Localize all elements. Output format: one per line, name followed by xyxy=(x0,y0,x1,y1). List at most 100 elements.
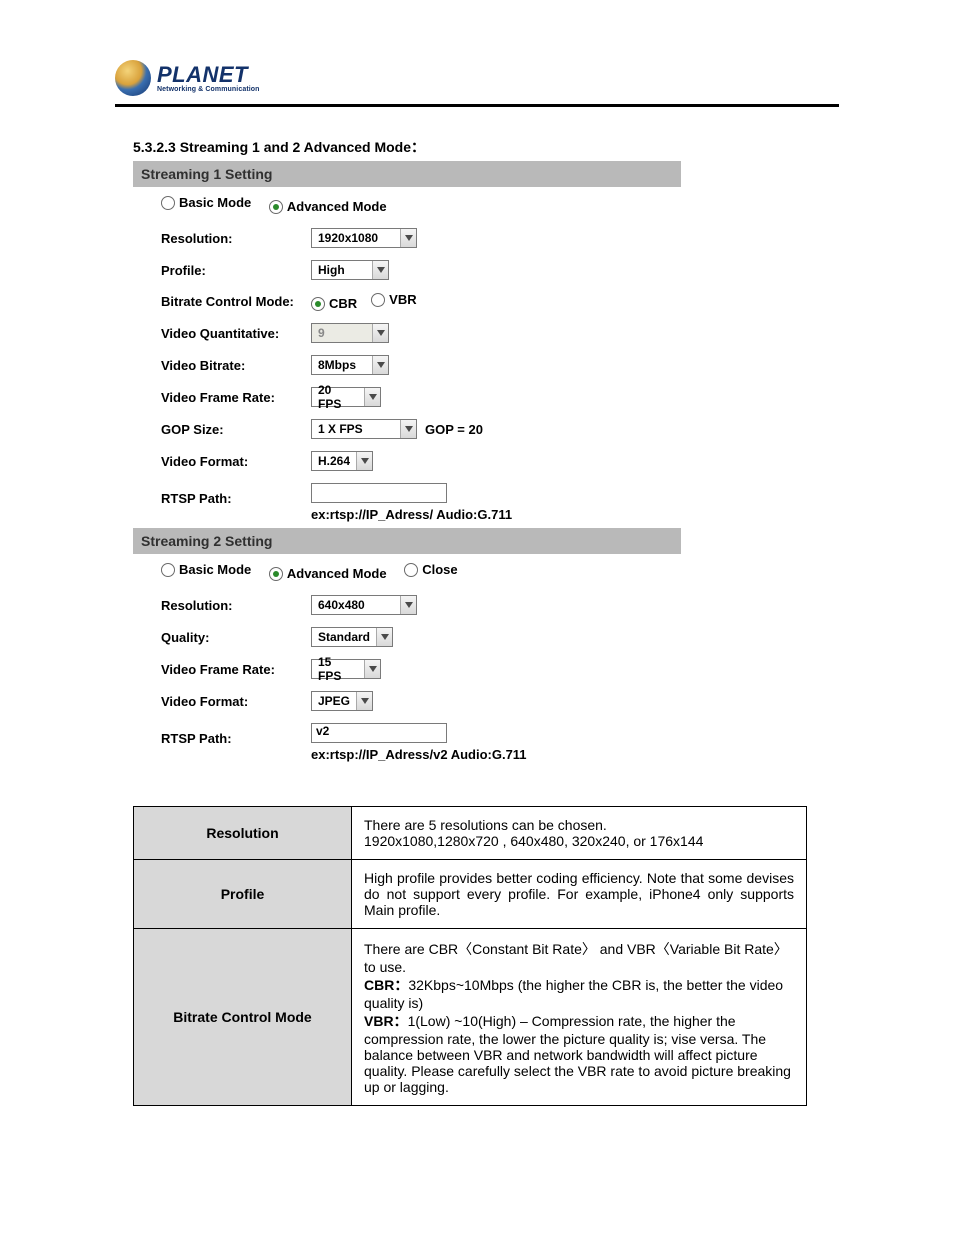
stream1-gop-select[interactable]: 1 X FPS xyxy=(311,419,417,439)
stream1-video-quant-row: Video Quantitative:9 xyxy=(133,317,681,349)
stream2-video-format-select-value: JPEG xyxy=(312,694,356,708)
stream1-gop-field: 1 X FPS GOP = 20 xyxy=(311,419,483,439)
stream2-frame-rate-row: Video Frame Rate:15 FPS xyxy=(133,653,681,685)
stream1-rtsp-input[interactable] xyxy=(311,483,447,503)
stream1-video-format-select-value: H.264 xyxy=(312,454,356,468)
stream1-profile-field: High xyxy=(311,260,389,280)
stream1-video-quant-select-value: 9 xyxy=(312,326,372,340)
chevron-down-icon xyxy=(400,596,416,614)
stream2-frame-rate-field: 15 FPS xyxy=(311,659,381,679)
radio-icon xyxy=(161,196,175,210)
radio-label: Close xyxy=(422,562,457,577)
param-cell: Bitrate Control Mode xyxy=(134,929,352,1106)
table-row: ResolutionThere are 5 resolutions can be… xyxy=(134,807,807,860)
stream1-profile-row: Profile:High xyxy=(133,254,681,286)
stream1-gop-select-value: 1 X FPS xyxy=(312,422,400,436)
stream1-advanced-mode-radio[interactable]: Advanced Mode xyxy=(269,199,387,214)
stream1-resolution-select-value: 1920x1080 xyxy=(312,231,400,245)
chevron-down-icon xyxy=(400,229,416,247)
stream1-video-bitrate-select[interactable]: 8Mbps xyxy=(311,355,389,375)
stream2-video-format-label: Video Format: xyxy=(161,694,311,709)
page-header: PLANET Networking & Communication xyxy=(115,60,839,107)
chevron-down-icon xyxy=(356,452,372,470)
stream1-video-quant-select: 9 xyxy=(311,323,389,343)
description-table: ResolutionThere are 5 resolutions can be… xyxy=(133,806,807,1106)
stream1-resolution-select[interactable]: 1920x1080 xyxy=(311,228,417,248)
radio-icon xyxy=(269,567,283,581)
stream1-frame-rate-label: Video Frame Rate: xyxy=(161,390,311,405)
stream2-video-format-row: Video Format:JPEG xyxy=(133,685,681,717)
chevron-down-icon xyxy=(364,660,380,678)
streaming-2-heading: Streaming 2 Setting xyxy=(133,528,681,554)
stream2-quality-select[interactable]: Standard xyxy=(311,627,393,647)
stream2-video-format-select[interactable]: JPEG xyxy=(311,691,373,711)
desc-cell: There are 5 resolutions can be chosen.19… xyxy=(352,807,807,860)
stream1-video-bitrate-field: 8Mbps xyxy=(311,355,389,375)
logo-sub: Networking & Communication xyxy=(157,86,260,93)
stream2-advanced-mode-radio[interactable]: Advanced Mode xyxy=(269,566,387,581)
stream1-video-format-row: Video Format:H.264 xyxy=(133,445,681,477)
stream1-cbr-radio[interactable]: CBR xyxy=(311,296,357,311)
stream1-video-format-field: H.264 xyxy=(311,451,373,471)
stream2-resolution-select[interactable]: 640x480 xyxy=(311,595,417,615)
stream2-frame-rate-select-value: 15 FPS xyxy=(312,655,364,683)
stream1-gop-row: GOP Size:1 X FPS GOP = 20 xyxy=(133,413,681,445)
logo-main: PLANET xyxy=(157,64,260,86)
stream1-bitrate-mode-label: Bitrate Control Mode: xyxy=(161,294,311,309)
stream2-resolution-select-value: 640x480 xyxy=(312,598,400,612)
table-row: ProfileHigh profile provides better codi… xyxy=(134,860,807,929)
desc-cell: There are CBR〈Constant Bit Rate〉 and VBR… xyxy=(352,929,807,1106)
stream1-mode-row: Basic Mode Advanced Mode xyxy=(133,187,681,222)
chevron-down-icon xyxy=(372,356,388,374)
stream1-video-quant-label: Video Quantitative: xyxy=(161,326,311,341)
radio-label: Basic Mode xyxy=(179,195,251,210)
stream1-bitrate-mode-field: CBR VBR xyxy=(311,292,431,311)
stream1-basic-mode-radio[interactable]: Basic Mode xyxy=(161,195,251,210)
chevron-down-icon xyxy=(376,628,392,646)
stream1-rtsp-row: RTSP Path:ex:rtsp://IP_Adress/ Audio:G.7… xyxy=(133,477,681,528)
chevron-down-icon xyxy=(364,388,380,406)
stream1-resolution-label: Resolution: xyxy=(161,231,311,246)
stream2-quality-select-value: Standard xyxy=(312,630,376,644)
stream2-rtsp-row: RTSP Path:v2ex:rtsp://IP_Adress/v2 Audio… xyxy=(133,717,681,768)
stream1-video-format-label: Video Format: xyxy=(161,454,311,469)
stream1-frame-rate-select[interactable]: 20 FPS xyxy=(311,387,381,407)
stream2-quality-label: Quality: xyxy=(161,630,311,645)
stream1-video-quant-field: 9 xyxy=(311,323,389,343)
streaming-1-heading: Streaming 1 Setting xyxy=(133,161,681,187)
stream1-profile-label: Profile: xyxy=(161,263,311,278)
streaming-1-panel: Streaming 1 Setting Basic Mode Advanced … xyxy=(133,161,681,528)
stream2-close-radio[interactable]: Close xyxy=(404,562,457,577)
chevron-down-icon xyxy=(356,692,372,710)
stream2-resolution-label: Resolution: xyxy=(161,598,311,613)
stream1-bitrate-mode-row: Bitrate Control Mode:CBR VBR xyxy=(133,286,681,317)
logo-globe-icon xyxy=(115,60,151,96)
radio-label: VBR xyxy=(389,292,416,307)
stream1-video-format-select[interactable]: H.264 xyxy=(311,451,373,471)
stream1-resolution-field: 1920x1080 xyxy=(311,228,417,248)
stream1-video-bitrate-label: Video Bitrate: xyxy=(161,358,311,373)
param-cell: Profile xyxy=(134,860,352,929)
stream2-video-format-field: JPEG xyxy=(311,691,373,711)
radio-icon xyxy=(371,293,385,307)
stream2-quality-field: Standard xyxy=(311,627,393,647)
radio-icon xyxy=(161,563,175,577)
stream1-gop-label: GOP Size: xyxy=(161,422,311,437)
stream1-rtsp-hint: ex:rtsp://IP_Adress/ Audio:G.711 xyxy=(311,507,512,522)
stream2-basic-mode-radio[interactable]: Basic Mode xyxy=(161,562,251,577)
stream2-frame-rate-select[interactable]: 15 FPS xyxy=(311,659,381,679)
stream1-frame-rate-field: 20 FPS xyxy=(311,387,381,407)
stream2-rtsp-input[interactable]: v2 xyxy=(311,723,447,743)
stream1-gop-value-text: GOP = 20 xyxy=(425,422,483,437)
stream2-mode-row: Basic Mode Advanced Mode Close xyxy=(133,554,681,589)
stream1-vbr-radio[interactable]: VBR xyxy=(371,292,416,307)
stream2-rtsp-hint: ex:rtsp://IP_Adress/v2 Audio:G.711 xyxy=(311,747,527,762)
stream1-video-bitrate-select-value: 8Mbps xyxy=(312,358,372,372)
stream1-rtsp-label: RTSP Path: xyxy=(161,483,311,506)
radio-icon xyxy=(269,200,283,214)
radio-label: Basic Mode xyxy=(179,562,251,577)
stream2-resolution-field: 640x480 xyxy=(311,595,417,615)
radio-label: Advanced Mode xyxy=(287,199,387,214)
section-title: 5.3.2.3 Streaming 1 and 2 Advanced Mode： xyxy=(133,137,839,157)
stream1-profile-select[interactable]: High xyxy=(311,260,389,280)
